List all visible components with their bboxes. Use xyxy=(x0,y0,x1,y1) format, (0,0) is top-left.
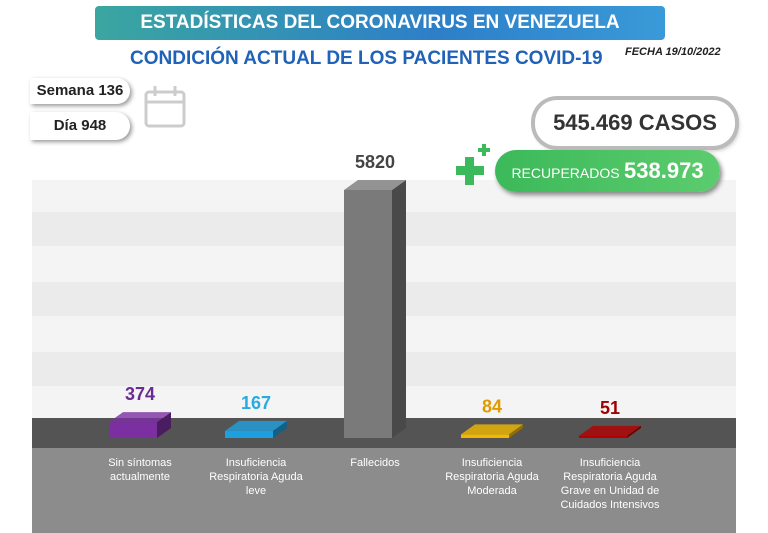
calendar-icon xyxy=(144,86,186,128)
recovered: RECUPERADOS 538.973 xyxy=(495,150,720,192)
value-label: 51 xyxy=(600,398,620,418)
value-label: 374 xyxy=(125,384,155,404)
value-label: 167 xyxy=(241,393,271,413)
bar-top xyxy=(225,420,287,431)
category-label: Insuficiencia Respiratoria Aguda Moderad… xyxy=(445,457,539,497)
bar xyxy=(225,430,273,438)
category-label: Insuficiencia Respiratoria Aguda Grave e… xyxy=(560,457,660,511)
bar-top xyxy=(344,180,406,190)
value-label: 84 xyxy=(482,396,502,416)
bar-side xyxy=(157,412,171,438)
bar-top xyxy=(579,425,641,436)
bar xyxy=(109,422,157,438)
week: Semana 136 xyxy=(30,78,130,104)
title: ESTADÍSTICAS DEL CORONAVIRUS EN VENEZUEL… xyxy=(95,6,665,40)
bar-top xyxy=(109,412,171,423)
value-label: 5820 xyxy=(355,152,395,172)
bar-side xyxy=(627,425,641,438)
date: FECHA 19/10/2022 xyxy=(625,46,721,58)
label-band xyxy=(32,448,736,533)
bar-side xyxy=(273,420,287,438)
plus-icon xyxy=(456,144,490,185)
bar-side xyxy=(392,180,406,438)
bar xyxy=(344,190,392,438)
bar xyxy=(461,434,509,438)
category-label: Insuficiencia Respiratoria Aguda leve xyxy=(209,457,303,497)
recovered-label: RECUPERADOS xyxy=(511,165,620,181)
subtitle: CONDICIÓN ACTUAL DE LOS PACIENTES COVID-… xyxy=(130,48,603,69)
day: Día 948 xyxy=(30,112,130,140)
bar-side xyxy=(509,424,523,438)
bar xyxy=(579,435,627,438)
bar-top xyxy=(461,424,523,435)
category-label: Sin síntomas actualmente xyxy=(108,457,172,483)
category-label: Fallecidos xyxy=(350,457,400,469)
recovered-value: 538.973 xyxy=(624,158,704,183)
total-cases: 545.469 CASOS xyxy=(535,100,735,146)
